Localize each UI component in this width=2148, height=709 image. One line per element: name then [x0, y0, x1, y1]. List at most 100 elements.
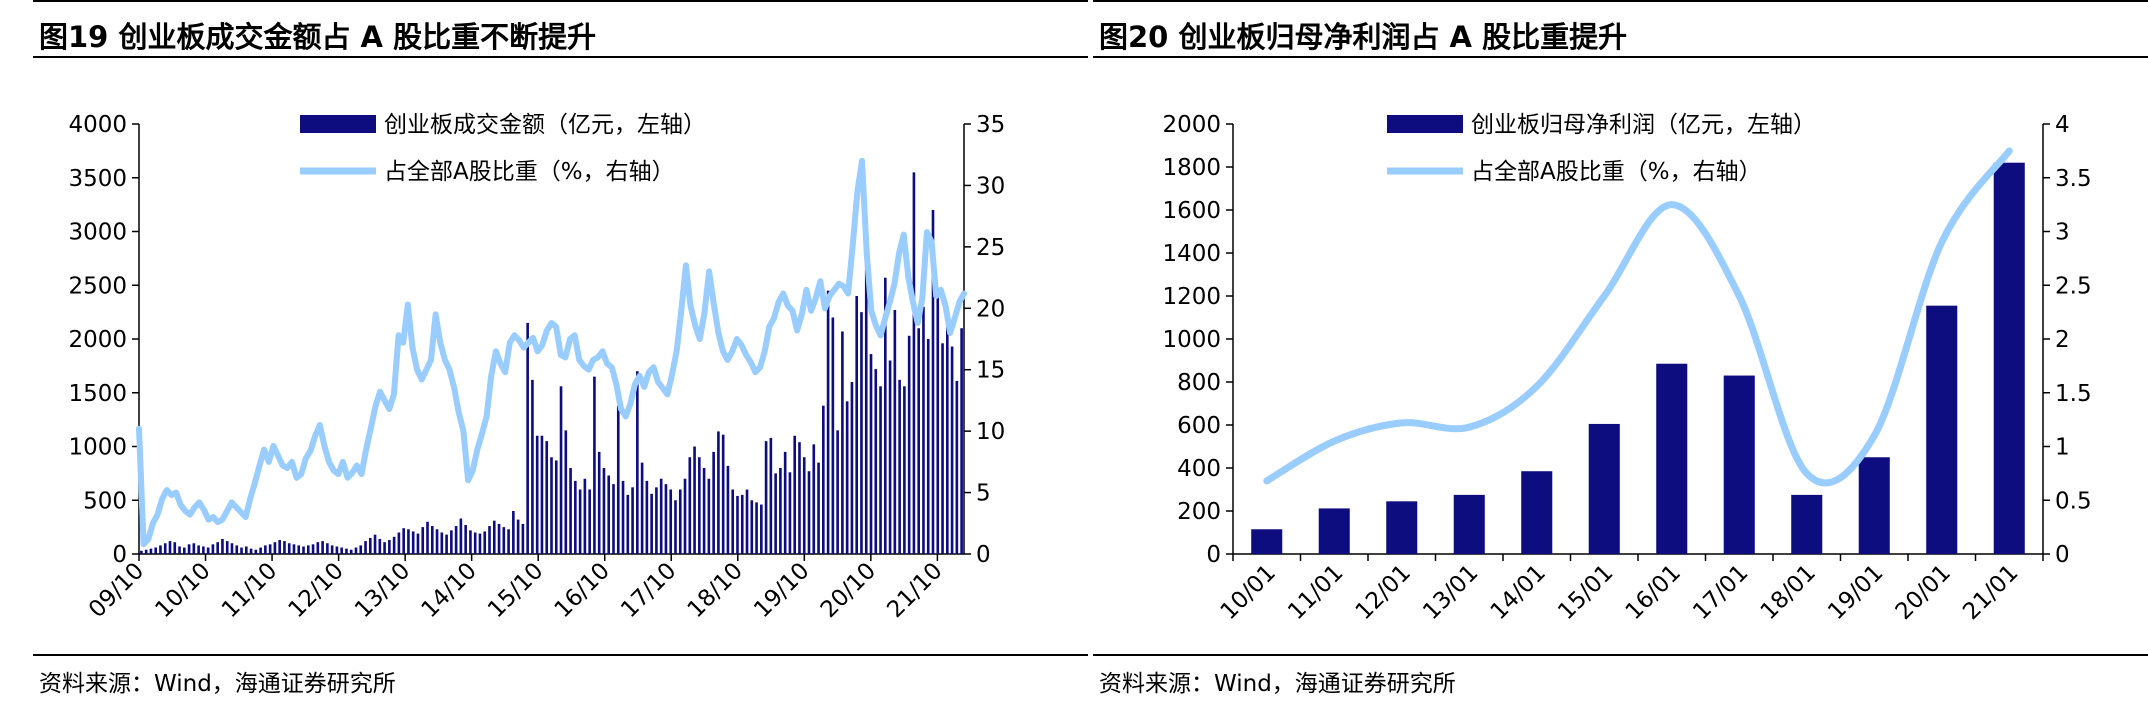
- x-tick-label: 10/01: [1216, 560, 1281, 625]
- bar: [726, 465, 730, 554]
- y-tick-label-left: 1000: [68, 435, 127, 461]
- bar: [788, 472, 792, 554]
- bar: [688, 457, 692, 554]
- bar: [521, 523, 525, 554]
- bar: [287, 543, 291, 554]
- bar: [917, 328, 921, 554]
- bar: [569, 468, 572, 554]
- x-tick-label: 12/01: [1351, 560, 1416, 625]
- x-tick-label: 12/10: [284, 558, 349, 623]
- bar: [197, 545, 200, 554]
- chart-fig20: 0 200 400 600 800 1000 1200 1400 1600 1800 2000 0 0.…: [1162, 112, 2092, 625]
- bar: [159, 545, 162, 554]
- bar: [1521, 471, 1553, 554]
- bar: [698, 457, 701, 554]
- chart-title: 图19 创业板成交金额占 A 股比重不断提升: [39, 20, 597, 54]
- bar: [349, 549, 353, 554]
- y-tick-label-right: 1.5: [2055, 381, 2092, 407]
- bar: [554, 460, 558, 554]
- y-tick-label-left: 0: [1206, 542, 1221, 568]
- series-line: [1263, 147, 2013, 487]
- bar: [903, 386, 906, 554]
- bar: [736, 495, 739, 554]
- y-tick-label-left: 1600: [1162, 198, 1221, 224]
- bar: [206, 547, 210, 554]
- bar: [516, 519, 520, 554]
- bar: [540, 435, 544, 554]
- bar: [1251, 529, 1283, 554]
- x-tick-label: 11/10: [217, 558, 282, 623]
- bar: [297, 545, 301, 554]
- bar: [345, 548, 348, 555]
- bar: [850, 382, 854, 554]
- y-tick-label-left: 3000: [68, 220, 127, 246]
- bar: [402, 528, 405, 554]
- bar: [254, 549, 258, 554]
- y-tick-label-right: 5: [976, 481, 991, 507]
- bar: [440, 532, 444, 554]
- bar: [950, 346, 954, 554]
- bar: [664, 484, 668, 555]
- bar: [507, 529, 510, 554]
- bar: [326, 543, 329, 554]
- bar: [502, 527, 506, 555]
- bar: [936, 296, 940, 554]
- bar: [769, 437, 773, 554]
- y-tick-label-right: 0: [2055, 542, 2070, 568]
- bar: [898, 379, 901, 554]
- divider: [1093, 654, 2148, 656]
- bar: [855, 296, 859, 554]
- bar: [407, 529, 410, 554]
- bar: [416, 533, 420, 554]
- bar: [926, 339, 930, 554]
- y-tick-label-right: 1: [2055, 435, 2070, 461]
- bar: [469, 530, 472, 554]
- y-tick-label-left: 200: [1177, 499, 1221, 525]
- y-tick-label-right: 30: [976, 173, 1005, 199]
- bar: [864, 258, 868, 555]
- bar: [860, 312, 863, 555]
- bar: [588, 489, 591, 554]
- bar: [922, 306, 925, 554]
- bar: [578, 489, 582, 554]
- y-tick-label-right: 2.5: [2055, 273, 2092, 299]
- y-tick-label-left: 2000: [1162, 112, 1221, 138]
- bar: [240, 547, 243, 554]
- x-tick-label: 16/01: [1621, 560, 1686, 625]
- bar: [259, 547, 262, 554]
- bar: [426, 521, 429, 554]
- bar: [488, 526, 491, 554]
- bar: [960, 328, 963, 554]
- y-tick-label-left: 1800: [1162, 155, 1221, 181]
- legend-label: 占全部A股比重（%，右轴）: [384, 159, 675, 185]
- bar: [430, 526, 434, 554]
- bar: [674, 500, 677, 554]
- bar: [264, 545, 267, 554]
- x-tick-label: 17/10: [616, 558, 681, 623]
- bar: [306, 545, 310, 554]
- bar: [354, 547, 358, 554]
- bar: [564, 430, 568, 555]
- y-tick-label-right: 3: [2055, 220, 2070, 246]
- x-tick-label: 15/01: [1553, 560, 1618, 625]
- bar: [392, 536, 396, 554]
- bar: [450, 530, 453, 554]
- y-tick-label-right: 15: [976, 358, 1005, 384]
- bar: [640, 462, 644, 555]
- bar: [760, 504, 763, 554]
- bar: [311, 544, 315, 554]
- bar: [574, 480, 577, 554]
- y-tick-label-left: 400: [1177, 456, 1221, 482]
- bar: [650, 493, 653, 554]
- bar: [669, 489, 673, 554]
- panel-fig19: 图19 创业板成交金额占 A 股比重不断提升 0 500 1000 1500 2000 2…: [33, 0, 1088, 709]
- bar: [283, 541, 286, 554]
- bar: [497, 523, 501, 554]
- y-tick-label-left: 2500: [68, 273, 127, 299]
- bar: [712, 451, 715, 555]
- y-tick-label-left: 1500: [68, 381, 127, 407]
- x-tick-label: 19/10: [749, 558, 814, 623]
- source-note: 资料来源：Wind，海通证券研究所: [1099, 671, 1456, 697]
- bar: [621, 480, 625, 554]
- bar: [822, 405, 825, 554]
